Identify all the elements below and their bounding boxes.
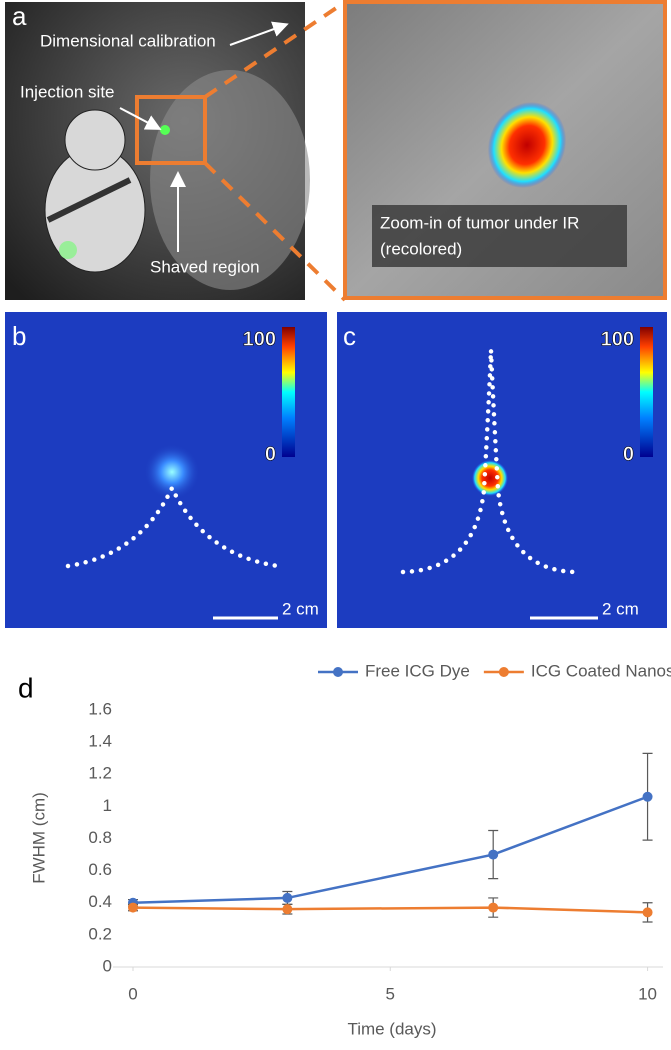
line (132, 906, 648, 914)
panel-b: 100 0 2 cm b (5, 312, 327, 628)
zoom-box (135, 95, 207, 165)
panel-label: a (12, 1, 27, 31)
annotation: Zoom-in of tumor under IR (380, 213, 579, 232)
y-tick-label: 0.2 (88, 924, 112, 943)
y-tick-label: 1 (103, 796, 112, 815)
marker (642, 907, 653, 918)
scale-label: 2 cm (282, 599, 319, 618)
legend-marker (333, 667, 343, 677)
panel-label: d (18, 672, 34, 703)
colorbar (282, 327, 295, 457)
colorbar-label: 100 (243, 328, 276, 350)
annotation: Shaved region (150, 257, 260, 276)
marker (488, 902, 499, 913)
injection-dot (160, 125, 170, 135)
profile (400, 349, 578, 575)
annotation: Injection site (20, 82, 115, 101)
panel-c: 100 0 2 cm c (337, 312, 667, 628)
panel-a: Dimensional calibration Injection site S… (5, 0, 667, 302)
scale-label: 2 cm (602, 599, 639, 618)
arrow (119, 107, 162, 130)
y-axis-label: FWHM (cm) (29, 792, 48, 884)
marker (128, 902, 138, 913)
legend-label: ICG Coated Nanoshells (531, 661, 671, 680)
x-tick-label: 0 (128, 984, 137, 1003)
arrow (229, 21, 289, 46)
x-axis-label: Time (days) (347, 1019, 436, 1038)
annotation: (recolored) (380, 239, 462, 258)
line (132, 795, 649, 904)
mouse-head (64, 109, 126, 171)
x-tick-label: 5 (386, 984, 395, 1003)
glow (144, 444, 200, 500)
colorbar-label: 0 (265, 443, 276, 465)
y-tick-label: 1.4 (88, 732, 112, 751)
syringe (46, 177, 132, 223)
y-tick-label: 0 (103, 956, 112, 975)
x-tick-label: 10 (638, 984, 657, 1003)
marker (282, 892, 293, 903)
panel-label: b (12, 321, 26, 351)
profile (65, 482, 281, 569)
legend-marker (498, 667, 509, 677)
y-tick-label: 0.6 (88, 860, 112, 879)
y-tick-label: 0.4 (88, 892, 112, 911)
zoom-line (203, 0, 347, 99)
colorbar (640, 327, 653, 457)
annotation: Dimensional calibration (40, 31, 216, 50)
tumor-icon (59, 241, 77, 259)
marker (282, 904, 293, 915)
y-tick-label: 1.2 (88, 764, 112, 783)
panel-label: c (343, 321, 356, 351)
hotspot (472, 460, 508, 496)
marker (488, 849, 499, 860)
y-tick-label: 0.8 (88, 828, 112, 847)
tumor (487, 102, 567, 188)
y-tick-label: 1.6 (88, 699, 112, 718)
colorbar-label: 0 (623, 443, 634, 465)
zoom-line (203, 161, 347, 302)
mouse-photo (150, 70, 310, 290)
caption-box (372, 205, 627, 267)
colorbar-label: 100 (601, 328, 634, 350)
marker (642, 791, 653, 802)
legend-label: Free ICG Dye (365, 661, 470, 680)
